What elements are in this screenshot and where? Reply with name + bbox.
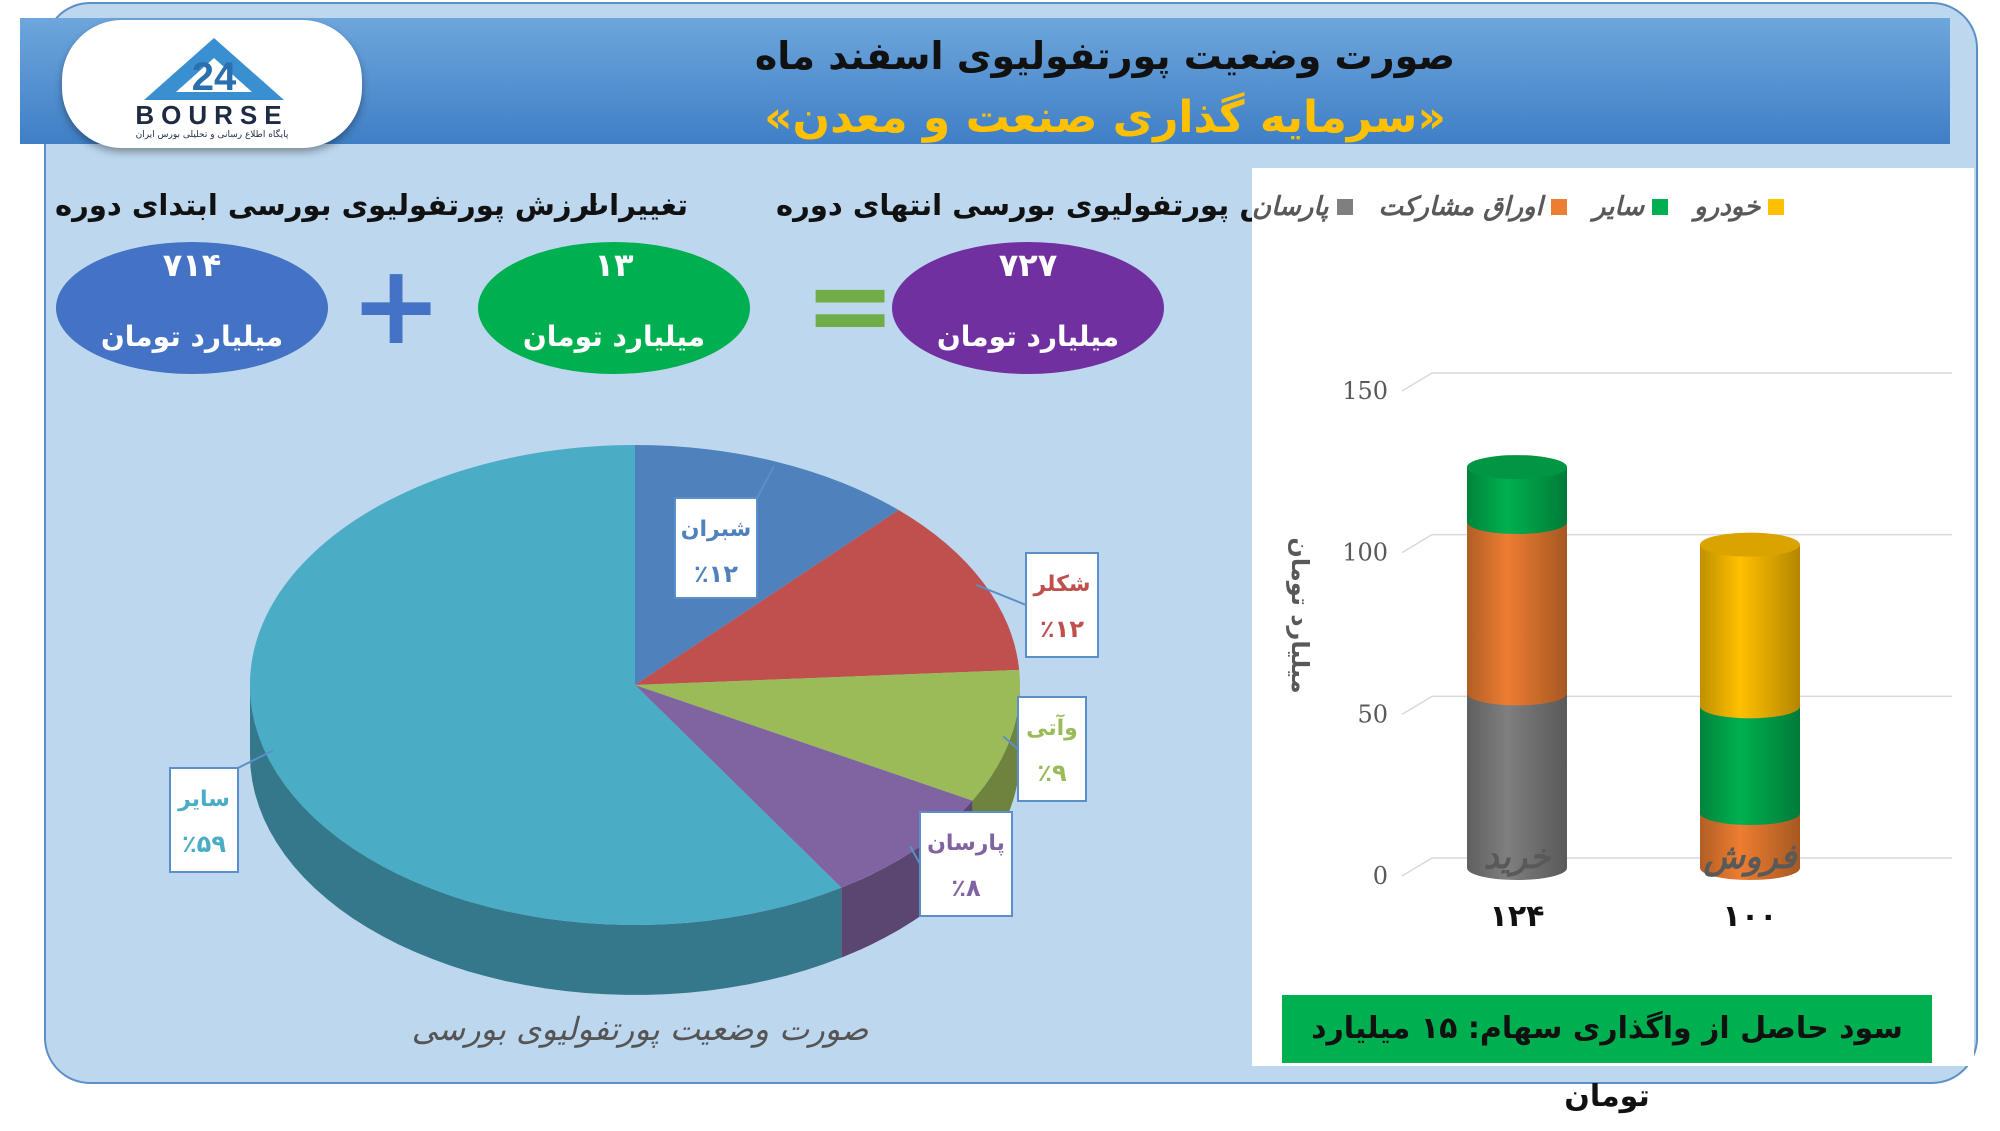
pie-leader-line-3 — [909, 845, 921, 865]
pie-slice-value-3: ٪۸ — [951, 874, 981, 902]
pie-slice-value-2: ٪۹ — [1037, 759, 1067, 787]
pie-slice-label-0: شبران — [681, 517, 752, 542]
legend-item-0: خودرو — [1694, 192, 1785, 222]
grid-line-diag-0 — [1401, 857, 1433, 877]
pie-leader-line-0 — [756, 465, 775, 499]
bar-segment-0-0 — [1467, 693, 1567, 880]
y-axis-label: میلیارد تومان — [1286, 537, 1314, 693]
legend-item-2: اوراق مشارکت — [1379, 192, 1567, 222]
pie-slice-3 — [635, 685, 973, 888]
pie-slice-1 — [635, 510, 1020, 685]
page-subtitle: «سرمایه گذاری صنعت و معدن» — [764, 92, 1446, 143]
bar-top-cap-0 — [1467, 455, 1567, 480]
pie-slice-4 — [249, 445, 842, 925]
y-tick-label-1: 50 — [1357, 700, 1388, 728]
page-title: صورت وضعیت پورتفولیوی اسفند ماه — [754, 34, 1456, 78]
bar-segment-1-2 — [1700, 706, 1800, 826]
legend-label-1: سایر — [1592, 192, 1645, 222]
change-value-oval: ۱۳ میلیارد تومان — [478, 242, 750, 374]
bar-chart-legend: خودرو سایر اوراق مشارکت پارسان — [1252, 192, 1934, 222]
end-value: ۷۲۷ — [998, 246, 1058, 284]
logo-text: BOURSE — [135, 100, 289, 130]
legend-swatch-0 — [1768, 199, 1785, 215]
bar-segment-0-1 — [1467, 522, 1567, 706]
pie-slice-value-1: ٪۱۲ — [1040, 615, 1084, 643]
start-value-oval: ۷۱۴ میلیارد تومان — [56, 242, 328, 374]
equals-symbol: = — [804, 241, 897, 369]
buy-sell-chart-panel: خودرو سایر اوراق مشارکت پارسان 0 50 100 150 میل… — [1252, 168, 1974, 1066]
pie-slice-value-0: ٪۱۲ — [694, 560, 738, 588]
category-label-0: خرید — [1483, 837, 1551, 877]
bar-segment-0-2 — [1467, 467, 1567, 535]
pie-slice-label-1: شکلر — [1032, 572, 1090, 597]
pie-slice-value-4: ٪۵۹ — [182, 830, 226, 858]
bar-top-cap-1 — [1700, 532, 1800, 557]
pie-callout-box-1 — [1025, 552, 1099, 658]
category-label-1: فروش — [1703, 837, 1799, 877]
category-total-0: ۱۲۴ — [1490, 899, 1545, 928]
pie-slice-label-3: پارسان — [927, 831, 1005, 856]
change-value-unit: میلیارد تومان — [522, 320, 706, 353]
end-value-label: ارزش پورتفولیوی بورسی انتهای دوره — [776, 188, 1323, 222]
legend-label-2: اوراق مشارکت — [1378, 192, 1543, 222]
y-tick-label-3: 150 — [1342, 377, 1388, 405]
start-value-label: ارزش پورتفولیوی بورسی ابتدای دوره — [55, 188, 599, 222]
legend-item-1: سایر — [1592, 192, 1669, 222]
logo-mark-icon: 24 — [144, 38, 284, 100]
pie-callout-box-4 — [169, 767, 239, 873]
pie-callout-box-0 — [674, 497, 758, 599]
change-label: تغییرات — [580, 188, 689, 222]
end-value-oval: ۷۲۷ میلیارد تومان — [892, 242, 1164, 374]
legend-label-0: خودرو — [1694, 192, 1761, 222]
grid-line-diag-1 — [1401, 695, 1433, 715]
profit-box: سود حاصل از واگذاری سهام: ۱۵ میلیارد توم… — [1282, 995, 1932, 1114]
pie-leader-line-1 — [976, 583, 1027, 606]
pie-slice-label-4: سایر — [177, 787, 230, 812]
legend-item-3: پارسان — [1252, 192, 1353, 222]
portfolio-pie-chart: شبران ٪۱۲ شکلر ٪۱۲ وآتی ٪۹ پارسان ٪۸ سایر ٪۵۹ — [169, 445, 1099, 995]
legend-swatch-3 — [1336, 199, 1353, 215]
plus-symbol: + — [350, 241, 443, 369]
pie-slice-2 — [635, 669, 1020, 801]
start-value: ۷۱۴ — [162, 246, 222, 284]
legend-swatch-2 — [1550, 199, 1567, 215]
grid-line-diag-2 — [1401, 534, 1433, 554]
pie-callout-box-2 — [1017, 696, 1087, 802]
change-value: ۱۳ — [594, 246, 634, 284]
pie-slice-side-4 — [250, 685, 842, 995]
category-total-1: ۱۰۰ — [1723, 899, 1778, 928]
pie-caption: صورت وضعیت پورتفولیوی بورسی — [411, 1010, 869, 1048]
end-value-unit: میلیارد تومان — [936, 320, 1120, 353]
pie-leader-line-4 — [237, 749, 274, 769]
pie-leader-line-2 — [1002, 735, 1019, 750]
logo-tagline: پایگاه اطلاع رسانی و تحلیلی بورس ایران — [135, 130, 289, 140]
pie-slice-label-2: وآتی — [1026, 713, 1078, 741]
svg-text:24: 24 — [192, 55, 237, 99]
y-tick-label-2: 100 — [1342, 539, 1388, 567]
bar-segment-1-1 — [1700, 813, 1800, 880]
grid-line-diag-3 — [1401, 372, 1433, 392]
start-value-unit: میلیارد تومان — [100, 320, 284, 353]
legend-label-3: پارسان — [1252, 192, 1329, 222]
pie-callout-box-3 — [919, 811, 1013, 917]
bourse-logo: 24 BOURSE پایگاه اطلاع رسانی و تحلیلی بو… — [62, 20, 362, 148]
bar-segment-1-3 — [1700, 544, 1800, 719]
legend-swatch-1 — [1652, 199, 1669, 215]
y-tick-label-0: 0 — [1373, 862, 1388, 890]
buy-sell-bar-chart: 0 50 100 150 میلیارد تومان خرید ۱۲۴ فروش ۱۰۰ — [1286, 372, 1952, 928]
